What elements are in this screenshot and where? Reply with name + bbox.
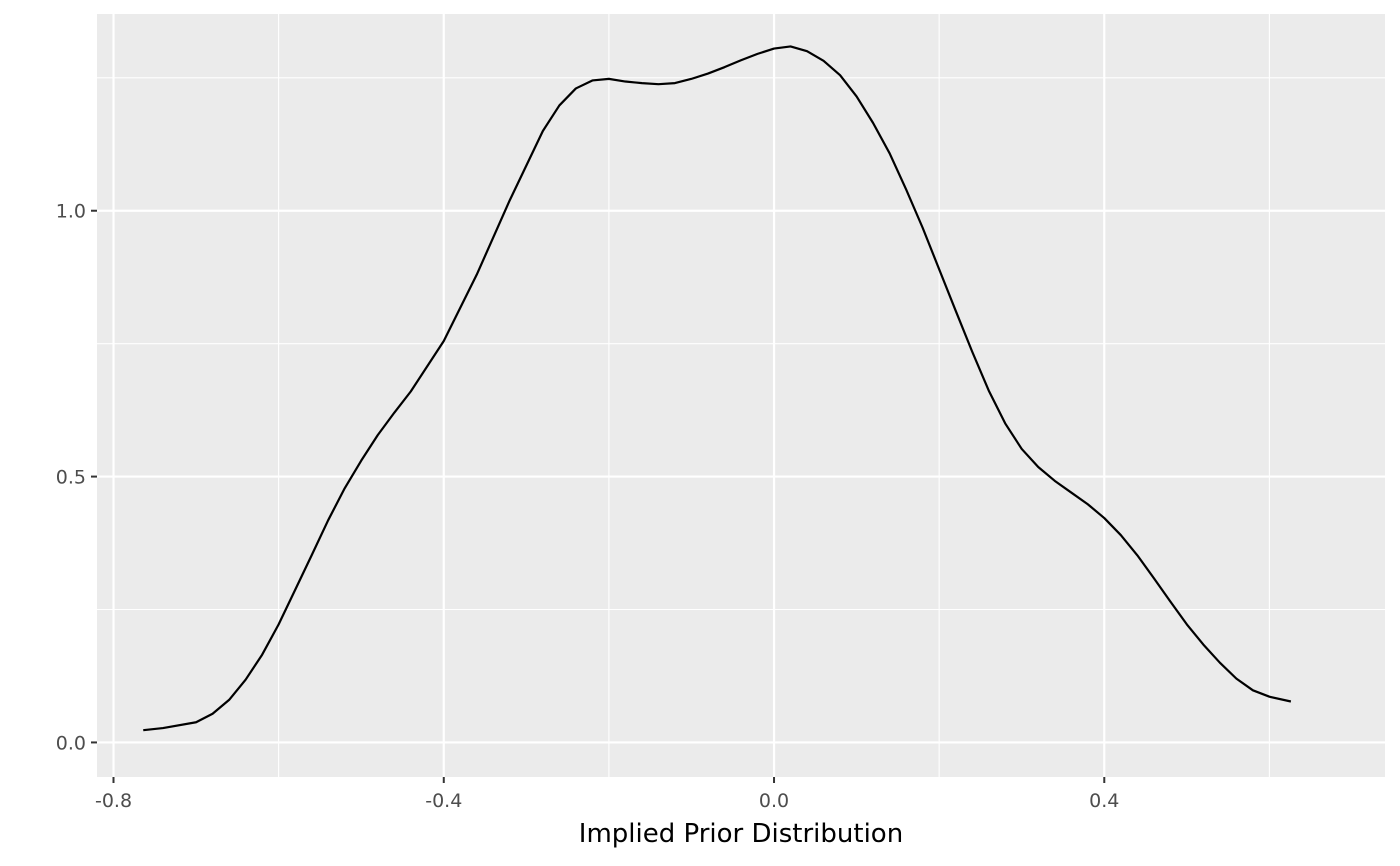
x-axis-tick-labels: -0.8 -0.4 0.0 0.4 [95,790,1119,812]
axis-ticks [91,209,1106,783]
x-tick-label: -0.4 [425,790,462,812]
x-tick-label: -0.8 [95,790,132,812]
major-gridlines [97,14,1385,777]
y-tick-label: 0.0 [56,732,86,754]
x-tick-label: 0.4 [1089,790,1119,812]
density-curve [143,45,1292,732]
y-tick-label: 0.5 [56,467,86,489]
y-axis-tick-labels: 0.0 0.5 1.0 [56,201,86,755]
x-tick-label: 0.0 [759,790,789,812]
plot-panel [97,14,1385,777]
y-tick-label: 1.0 [56,201,86,223]
minor-gridlines [97,14,1385,777]
x-axis-title: Implied Prior Distribution [579,819,903,849]
